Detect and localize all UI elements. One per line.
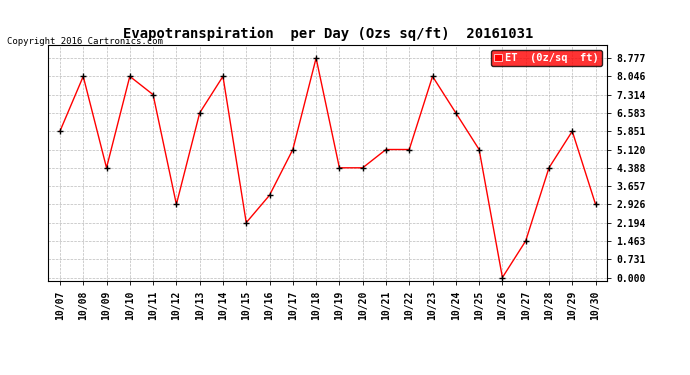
Title: Evapotranspiration  per Day (Ozs sq/ft)  20161031: Evapotranspiration per Day (Ozs sq/ft) 2… bbox=[123, 27, 533, 41]
Legend: ET  (0z/sq  ft): ET (0z/sq ft) bbox=[491, 50, 602, 66]
Text: Copyright 2016 Cartronics.com: Copyright 2016 Cartronics.com bbox=[7, 38, 163, 46]
